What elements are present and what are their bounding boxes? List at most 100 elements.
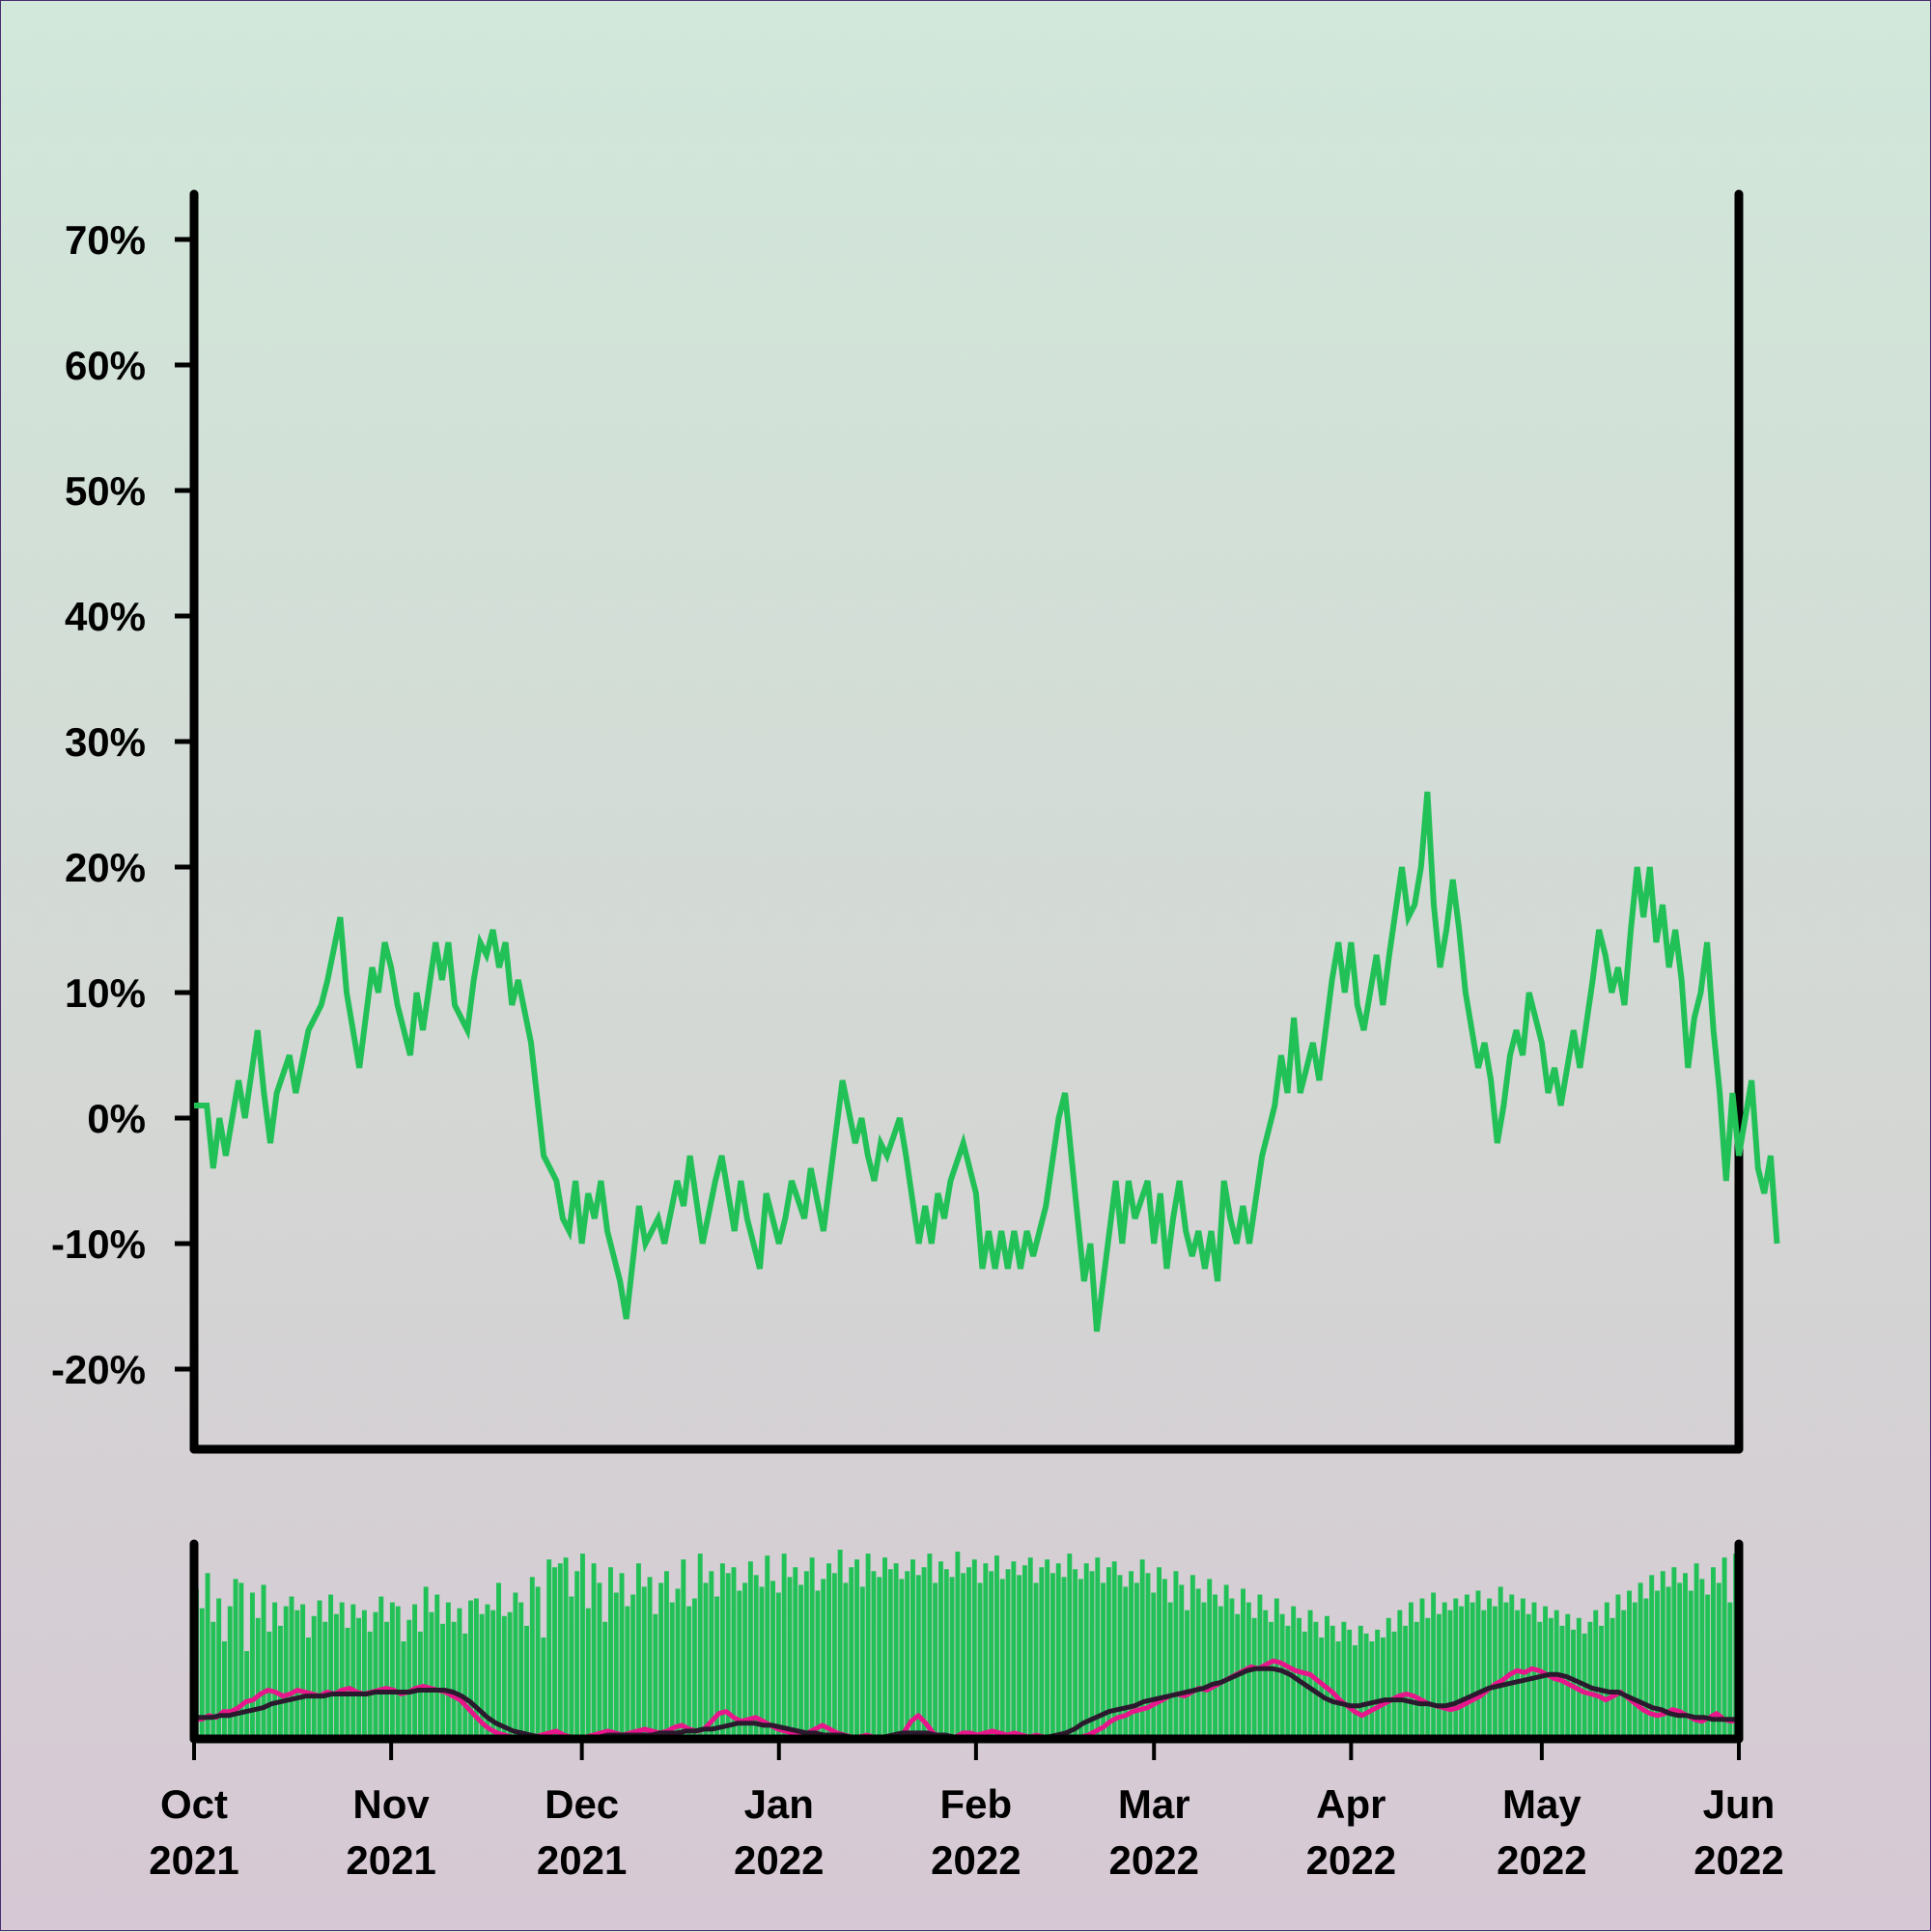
volume-bar — [300, 1604, 306, 1739]
volume-bar — [877, 1577, 882, 1739]
y-tick-label: 20% — [65, 845, 146, 890]
volume-bar — [1073, 1569, 1078, 1739]
volume-bar — [1609, 1617, 1615, 1739]
volume-bar — [1055, 1563, 1061, 1739]
volume-bar — [1397, 1610, 1403, 1739]
volume-bar — [1083, 1563, 1089, 1739]
volume-bar — [1436, 1613, 1441, 1739]
volume-bar — [445, 1602, 451, 1739]
x-tick-label-year: 2022 — [1693, 1837, 1783, 1883]
volume-bar — [1716, 1582, 1721, 1739]
volume-bar — [1157, 1567, 1162, 1739]
x-tick-label-year: 2022 — [1497, 1837, 1586, 1883]
volume-bar — [653, 1613, 658, 1739]
x-tick-label-year: 2022 — [1306, 1837, 1396, 1883]
volume-bar — [490, 1610, 496, 1739]
volume-bar — [1161, 1579, 1167, 1739]
volume-bar — [619, 1573, 625, 1739]
volume-bar — [742, 1582, 748, 1739]
price-change-line-plot — [194, 791, 1780, 1332]
price-change-line — [194, 791, 1780, 1332]
x-tick-label-month: Nov — [352, 1781, 430, 1827]
volume-bar — [199, 1608, 205, 1739]
volume-bar — [367, 1631, 373, 1739]
volume-bar — [597, 1582, 602, 1739]
volume-bar — [552, 1567, 557, 1739]
volume-axes — [189, 1539, 1744, 1744]
volume-bar — [557, 1563, 563, 1739]
volume-bar — [1632, 1602, 1637, 1739]
volume-bar — [613, 1592, 619, 1739]
volume-bar — [765, 1555, 770, 1739]
volume-bar — [658, 1582, 664, 1739]
volume-bar — [1643, 1598, 1649, 1739]
volume-bar — [725, 1573, 731, 1739]
volume-bar — [1027, 1557, 1033, 1739]
x-tick-label-month: May — [1502, 1781, 1581, 1827]
volume-bar — [1223, 1584, 1229, 1739]
volume-bar — [1408, 1602, 1413, 1739]
volume-bar — [1363, 1633, 1369, 1739]
volume-bar — [249, 1592, 255, 1739]
y-tick-label: -10% — [51, 1221, 146, 1267]
y-tick-label: -20% — [51, 1347, 146, 1392]
volume-bar — [423, 1586, 429, 1739]
y-tick-labels: 70% 60% 50% 40% 30% 20% 10% 0% -10% -20% — [51, 217, 194, 1392]
volume-bar — [663, 1571, 669, 1739]
volume-bar — [1475, 1590, 1481, 1739]
volume-bar — [731, 1567, 737, 1739]
volume-bar — [266, 1631, 272, 1739]
volume-bar — [709, 1571, 714, 1739]
volume-bar — [507, 1611, 513, 1739]
volume-bar — [1481, 1610, 1487, 1739]
main-axes — [189, 189, 1744, 1454]
volume-bar — [1151, 1592, 1157, 1739]
volume-bar — [1117, 1575, 1123, 1739]
volume-bar — [389, 1602, 395, 1739]
volume-bar — [238, 1582, 244, 1739]
volume-bar — [837, 1550, 843, 1739]
volume-bar — [831, 1573, 837, 1739]
volume-bar — [1683, 1573, 1688, 1739]
volume-bar — [574, 1571, 580, 1739]
volume-bar — [1660, 1571, 1665, 1739]
volume-bar — [1599, 1625, 1604, 1739]
volume-bar — [1077, 1579, 1083, 1739]
y-tick-label: 0% — [87, 1096, 146, 1141]
volume-bar — [513, 1592, 518, 1739]
volume-bar — [1604, 1602, 1609, 1739]
volume-bar — [983, 1563, 989, 1739]
volume-bar — [1425, 1617, 1431, 1739]
volume-bar — [1017, 1575, 1022, 1739]
volume-bar — [719, 1563, 725, 1739]
volume-bar — [1045, 1559, 1050, 1739]
volume-bar — [714, 1596, 720, 1739]
volume-bar — [1011, 1561, 1017, 1739]
volume-bar — [1263, 1610, 1269, 1739]
volume-bar — [496, 1582, 501, 1739]
volume-bar — [378, 1596, 384, 1739]
volume-bar — [1677, 1582, 1683, 1739]
volume-bar — [406, 1619, 412, 1739]
volume-bar — [1033, 1582, 1039, 1739]
volume-bar — [322, 1621, 328, 1739]
volume-bar — [793, 1567, 798, 1739]
y-tick-label: 30% — [65, 719, 146, 765]
volume-bar — [384, 1621, 390, 1739]
volume-bar — [1111, 1561, 1117, 1739]
volume-bar — [1665, 1586, 1671, 1739]
volume-bar — [1195, 1588, 1201, 1739]
volume-bar — [434, 1594, 440, 1739]
volume-bar — [1061, 1577, 1067, 1739]
volume-bar — [412, 1604, 418, 1739]
volume-bar — [1039, 1567, 1045, 1739]
volume-bar — [691, 1598, 697, 1739]
volume-bar — [882, 1557, 887, 1739]
volume-bar — [1133, 1582, 1139, 1739]
volume-bar — [1503, 1602, 1509, 1739]
volume-bar — [1251, 1617, 1257, 1739]
y-tick-label: 10% — [65, 970, 146, 1016]
volume-bar — [966, 1567, 971, 1739]
volume-bar — [961, 1573, 966, 1739]
